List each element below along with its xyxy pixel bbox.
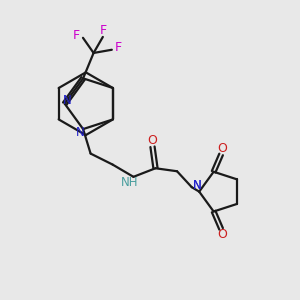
Text: F: F [115,41,122,54]
Text: N: N [192,178,201,192]
Text: NH: NH [121,176,139,189]
Text: O: O [218,228,227,241]
Text: O: O [218,142,227,155]
Text: F: F [99,24,106,37]
Text: N: N [76,126,85,139]
Text: N: N [62,94,71,107]
Text: N: N [192,178,201,192]
Text: O: O [147,134,157,147]
Text: F: F [73,29,80,42]
